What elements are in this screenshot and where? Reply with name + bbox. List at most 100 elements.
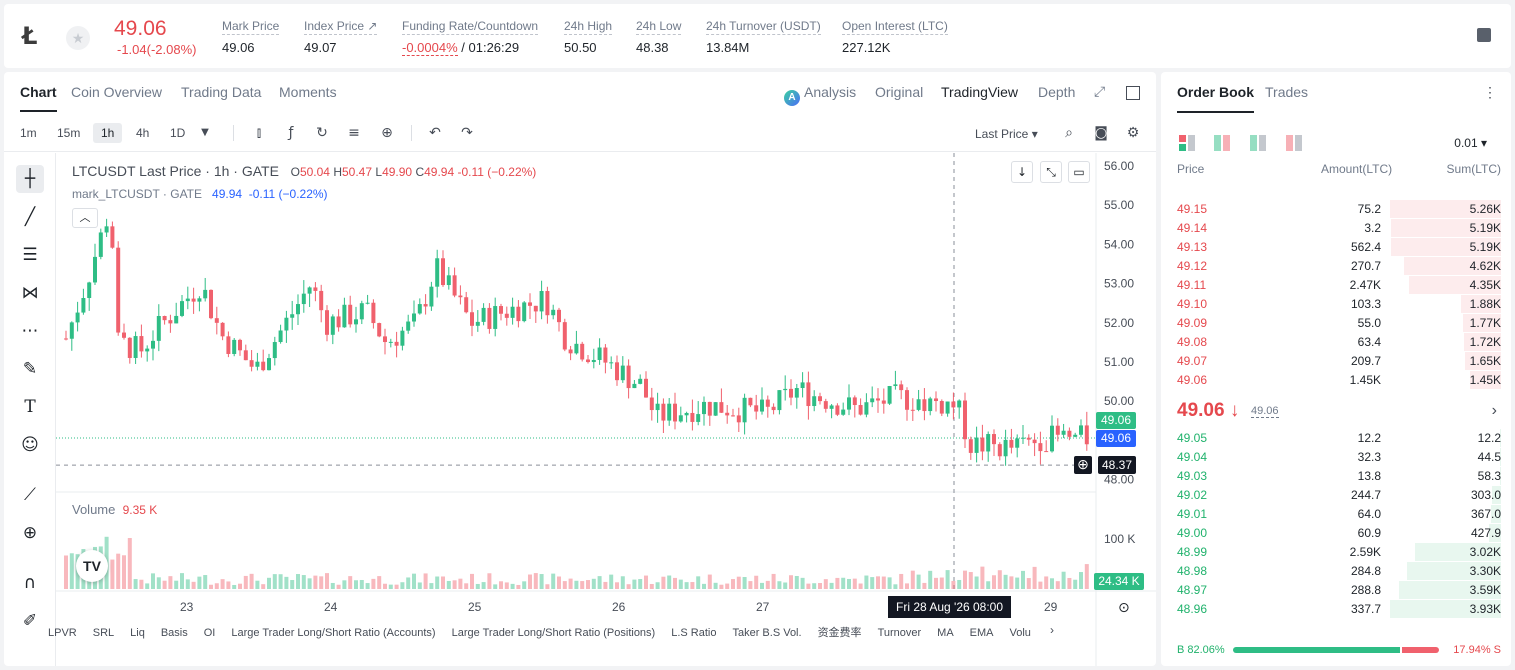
crosshair-icon[interactable]: ┼	[16, 165, 44, 193]
pattern-icon[interactable]: ⋈	[21, 283, 39, 303]
indicator-item[interactable]: MA	[937, 627, 954, 639]
candlestick-chart[interactable]: 56.0055.0054.0053.0052.0051.0050.0049.00…	[56, 153, 1156, 666]
ruler-icon[interactable]: ⟋	[24, 485, 36, 505]
indicators-icon[interactable]: ƒ	[288, 125, 294, 141]
indicator-item[interactable]: Taker B.S Vol.	[732, 627, 802, 639]
timeframe-1d[interactable]: 1D	[170, 126, 186, 140]
tab-order-book[interactable]: Order Book	[1177, 84, 1255, 113]
timeframe-1h[interactable]: 1h	[93, 123, 123, 143]
indicator-item[interactable]: Large Trader Long/Short Ratio (Positions…	[451, 627, 656, 639]
bid-row[interactable]: 48.97 288.8 3.59K	[1177, 580, 1501, 599]
tab-trading-data[interactable]: Trading Data	[181, 84, 262, 100]
more-icon[interactable]: ⋮	[1483, 84, 1497, 100]
bid-row[interactable]: 48.99 2.59K 3.02K	[1177, 542, 1501, 561]
indicator-item[interactable]: 资金费率	[817, 627, 862, 639]
bid-row[interactable]: 49.02 244.7 303.0	[1177, 485, 1501, 504]
view-split-icon[interactable]	[1214, 135, 1230, 151]
expand-icon[interactable]: ⤢	[1094, 84, 1106, 100]
trend-line-icon[interactable]: ╱	[24, 207, 36, 227]
timeframe-4h[interactable]: 4h	[136, 126, 150, 140]
indicator-item[interactable]: Liq	[130, 627, 145, 639]
tradingview-logo[interactable]: TV	[76, 550, 108, 582]
zoom-in-icon[interactable]: ⊕	[22, 523, 38, 543]
bid-row[interactable]: 49.03 13.8 58.3	[1177, 466, 1501, 485]
analysis-button[interactable]: A Analysis	[784, 84, 856, 106]
search-icon[interactable]: ⌕	[1065, 125, 1073, 141]
view-original[interactable]: Original	[875, 84, 924, 100]
fullscreen-icon[interactable]	[1126, 86, 1140, 100]
tab-chart[interactable]: Chart	[20, 84, 57, 112]
ask-row[interactable]: 49.07 209.7 1.65K	[1177, 351, 1501, 370]
chart-settings-icon[interactable]: ⊙	[1118, 600, 1130, 616]
indicator-item[interactable]: L.S Ratio	[671, 627, 717, 639]
candle-body	[1032, 439, 1037, 444]
view-tradingview[interactable]: TradingView	[941, 84, 1019, 100]
indicator-item[interactable]: LPVR	[48, 627, 77, 639]
text-tool-icon[interactable]: T	[24, 397, 36, 417]
settings-icon[interactable]: ⚙	[1126, 125, 1140, 141]
bid-row[interactable]: 49.00 60.9 427.9	[1177, 523, 1501, 542]
ask-row[interactable]: 49.14 3.2 5.19K	[1177, 218, 1501, 237]
caret-down-icon[interactable]: ▼	[201, 127, 209, 138]
ask-row[interactable]: 49.13 562.4 5.19K	[1177, 237, 1501, 256]
brush-icon[interactable]: ✎	[22, 359, 38, 379]
bid-row[interactable]: 48.98 284.8 3.30K	[1177, 561, 1501, 580]
ask-price: 49.12	[1177, 259, 1208, 273]
indicator-item[interactable]: SRL	[92, 627, 115, 639]
indicator-item[interactable]: OI	[203, 627, 216, 639]
undo-icon[interactable]: ↶	[429, 125, 441, 141]
book-icon[interactable]	[1477, 28, 1491, 42]
ask-row[interactable]: 49.15 75.2 5.26K	[1177, 199, 1501, 218]
horizontal-lines-icon[interactable]: ☰	[22, 245, 38, 265]
indicator-item[interactable]: Basis	[160, 627, 188, 639]
bid-row[interactable]: 49.05 12.2 12.2	[1177, 428, 1501, 447]
indicator-item[interactable]: Turnover	[877, 627, 922, 639]
view-asks-icon[interactable]	[1286, 135, 1302, 151]
bid-row[interactable]: 49.01 64.0 367.0	[1177, 504, 1501, 523]
bid-price: 49.03	[1177, 469, 1208, 483]
ask-row[interactable]: 49.06 1.45K 1.45K	[1177, 370, 1501, 389]
timeframe-1m[interactable]: 1m	[20, 126, 37, 140]
maximize-icon[interactable]: ▭	[1068, 161, 1090, 183]
add-alert-icon[interactable]: ⊕	[381, 125, 393, 141]
ask-row[interactable]: 49.12 270.7 4.62K	[1177, 256, 1501, 275]
tab-coin-overview[interactable]: Coin Overview	[71, 84, 163, 100]
indicator-item[interactable]: Large Trader Long/Short Ratio (Accounts)	[231, 627, 436, 639]
precision-select[interactable]: 0.01 ▾	[1454, 136, 1487, 150]
ask-row[interactable]: 49.09 55.0 1.77K	[1177, 313, 1501, 332]
ask-row[interactable]: 49.10 103.3 1.88K	[1177, 294, 1501, 313]
fib-icon[interactable]: ⋯	[21, 321, 39, 341]
pencil-lock-icon[interactable]: ✐	[22, 611, 38, 631]
ask-row[interactable]: 49.08 63.4 1.72K	[1177, 332, 1501, 351]
star-icon[interactable]: ★	[66, 26, 90, 50]
scroll-down-icon[interactable]: ↓	[1011, 161, 1033, 183]
candle-type-icon[interactable]: ⫾	[256, 125, 262, 141]
timeframe-15m[interactable]: 15m	[57, 126, 81, 140]
chevron-right-icon[interactable]: ›	[1050, 623, 1054, 637]
tab-moments[interactable]: Moments	[279, 84, 337, 100]
bid-row[interactable]: 48.96 337.7 3.93K	[1177, 599, 1501, 618]
volume-bar	[481, 582, 486, 589]
price-source-select[interactable]: Last Price ▾	[975, 127, 1038, 141]
tab-trades[interactable]: Trades	[1265, 84, 1309, 100]
indicator-item[interactable]: Volu	[1009, 627, 1031, 639]
magnet-icon[interactable]: ∩	[23, 573, 37, 593]
ask-row[interactable]: 49.11 2.47K 4.35K	[1177, 275, 1501, 294]
emoji-icon[interactable]: ☺	[21, 435, 39, 455]
stat-label[interactable]: Index Price ↗	[304, 19, 378, 35]
bid-row[interactable]: 49.04 32.3 44.5	[1177, 447, 1501, 466]
templates-icon[interactable]: ≡	[348, 125, 360, 141]
chart-plot-area[interactable]: 56.0055.0054.0053.0052.0051.0050.0049.00…	[56, 153, 1156, 666]
indicator-item[interactable]: EMA	[969, 627, 994, 639]
view-both-icon[interactable]	[1179, 135, 1195, 151]
collapse-legend-button[interactable]: ︿	[72, 208, 98, 228]
refresh-icon[interactable]: ↻	[316, 125, 328, 141]
view-depth[interactable]: Depth	[1038, 84, 1076, 100]
add-order-plus-icon[interactable]: ⊕	[1074, 456, 1092, 474]
view-bids-icon[interactable]	[1250, 135, 1266, 151]
collapse-arrows-icon[interactable]: ⤡	[1040, 161, 1062, 183]
chevron-right-icon[interactable]: ›	[1491, 402, 1497, 419]
camera-icon[interactable]: ◙	[1094, 125, 1108, 141]
redo-icon[interactable]: ↷	[461, 125, 473, 141]
stat-index-price[interactable]: Index Price ↗ 49.07	[304, 19, 378, 55]
